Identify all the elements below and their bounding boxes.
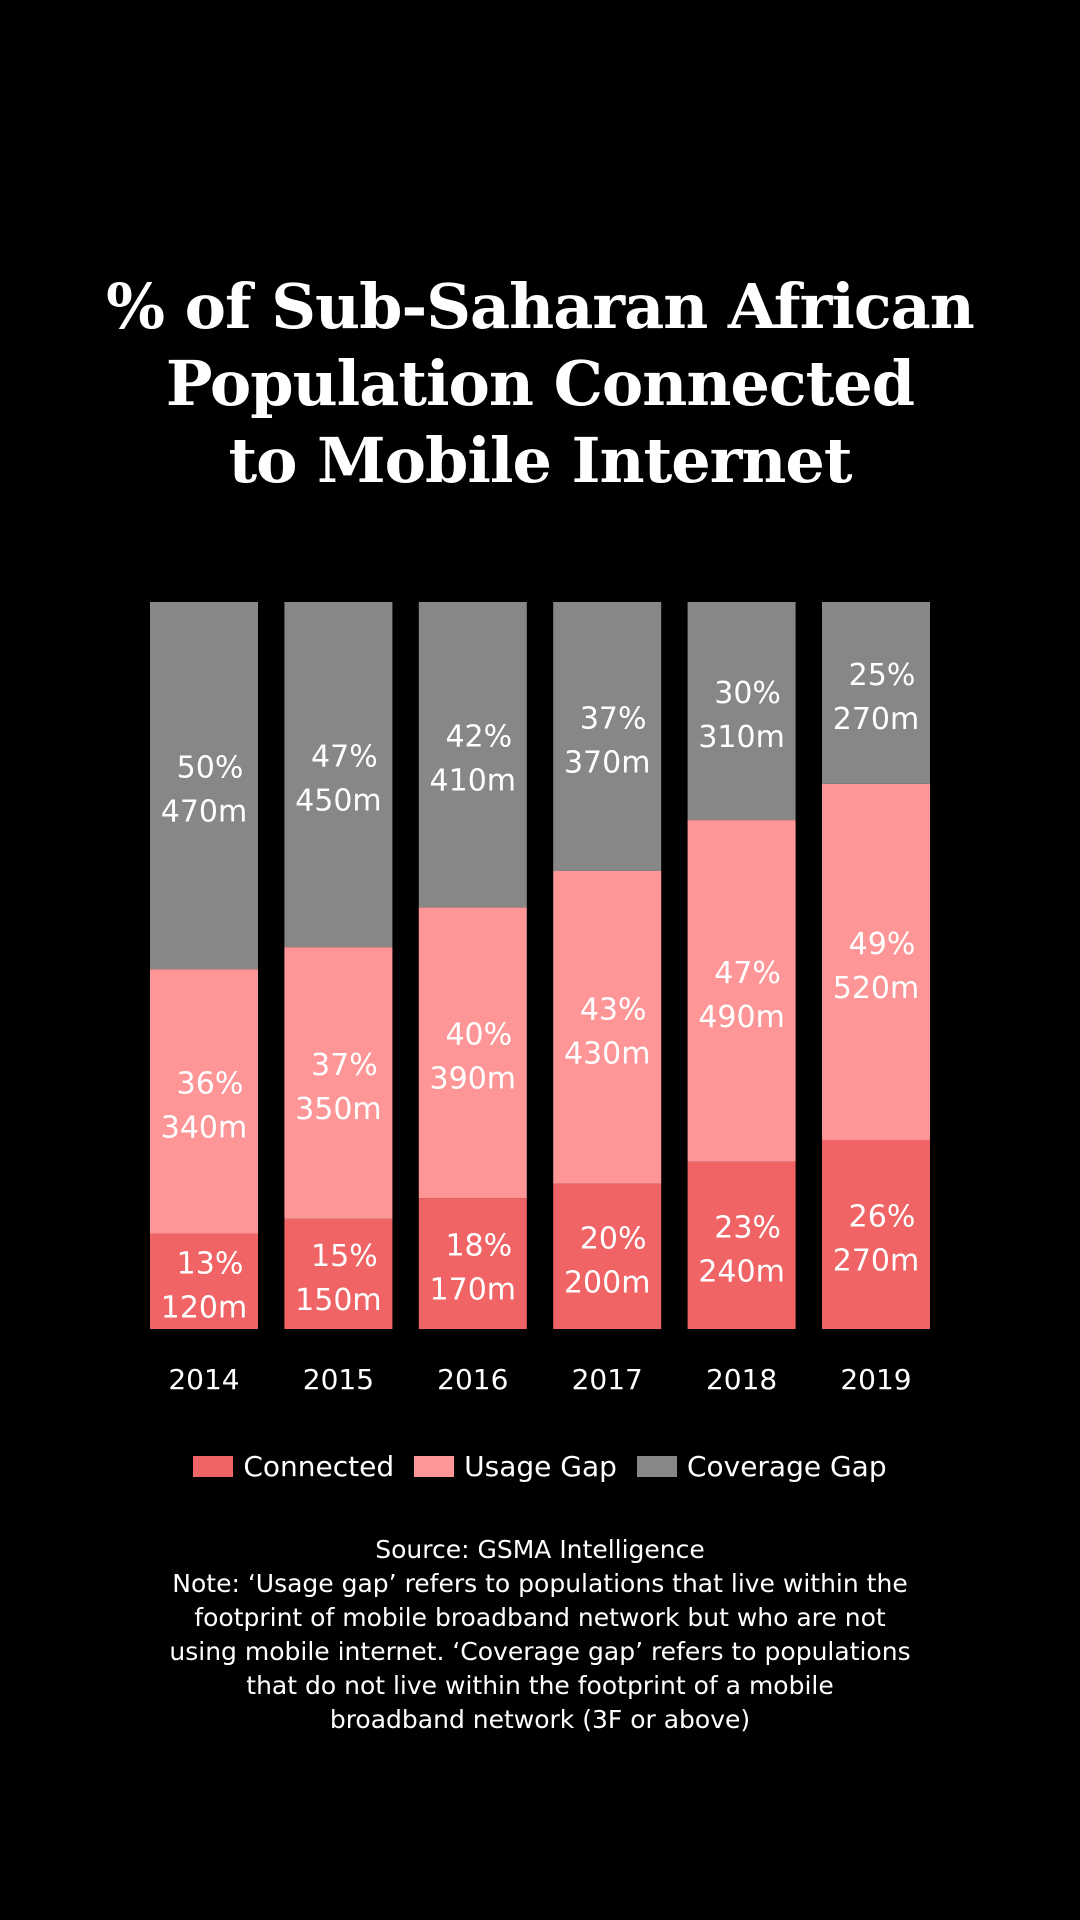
bar-segment-connected-2016 — [418, 1198, 527, 1329]
x-tick-label-2014: 2014 — [168, 1363, 239, 1396]
data-label-percent-usage-gap-2016: 40% — [445, 1018, 512, 1053]
x-tick-label-2019: 2019 — [840, 1363, 911, 1396]
data-label-count-connected-2018: 240m — [698, 1254, 784, 1289]
data-label-percent-connected-2019: 26% — [849, 1199, 916, 1234]
bar-segment-connected-2017 — [553, 1183, 662, 1329]
bar-segment-connected-2019 — [822, 1139, 930, 1329]
data-label-percent-coverage-gap-2018: 30% — [714, 676, 781, 711]
data-label-count-usage-gap-2016: 390m — [430, 1062, 516, 1097]
data-label-percent-connected-2017: 20% — [580, 1221, 647, 1256]
bar-segment-usage-gap-2017 — [553, 870, 662, 1184]
x-tick-label-2018: 2018 — [706, 1363, 777, 1396]
data-label-count-coverage-gap-2019: 270m — [833, 702, 919, 737]
bar-segment-coverage-gap-2018 — [687, 602, 796, 821]
legend: Connected Usage Gap Coverage Gap — [0, 1450, 1080, 1483]
data-label-percent-coverage-gap-2016: 42% — [445, 720, 512, 755]
data-label-percent-connected-2016: 18% — [445, 1229, 512, 1264]
title-line-1: % of Sub-Saharan African — [106, 270, 975, 343]
data-label-count-connected-2014: 120m — [161, 1290, 247, 1325]
source-text: Source: GSMA Intelligence — [375, 1535, 705, 1564]
data-label-count-coverage-gap-2015: 450m — [295, 784, 381, 819]
legend-label-connected: Connected — [243, 1450, 395, 1483]
data-label-count-usage-gap-2014: 340m — [161, 1110, 247, 1145]
data-label-count-usage-gap-2017: 430m — [564, 1036, 650, 1071]
data-label-count-usage-gap-2019: 520m — [833, 971, 919, 1006]
bar-segment-usage-gap-2015 — [284, 947, 393, 1219]
bar-segment-coverage-gap-2017 — [553, 602, 662, 871]
data-label-percent-usage-gap-2015: 37% — [311, 1048, 378, 1083]
data-label-count-coverage-gap-2016: 410m — [430, 764, 516, 799]
title-line-2: Population Connected — [165, 347, 915, 420]
legend-swatch-usage-gap — [414, 1456, 455, 1477]
bar-segment-connected-2014 — [150, 1233, 258, 1329]
legend-item-coverage-gap: Coverage Gap — [636, 1450, 887, 1483]
bar-segment-connected-2018 — [687, 1161, 796, 1329]
data-label-percent-connected-2015: 15% — [311, 1239, 378, 1274]
bar-segment-coverage-gap-2019 — [822, 602, 930, 784]
legend-label-usage-gap: Usage Gap — [464, 1450, 617, 1483]
note-line-1: Note: ‘Usage gap’ refers to populations … — [172, 1569, 908, 1598]
note-line-4: that do not live within the footprint of… — [246, 1671, 834, 1700]
note-line-2: footprint of mobile broadband network bu… — [194, 1603, 886, 1632]
data-label-count-coverage-gap-2014: 470m — [161, 795, 247, 830]
data-label-percent-coverage-gap-2015: 47% — [311, 740, 378, 775]
legend-label-coverage-gap: Coverage Gap — [686, 1450, 887, 1483]
bar-segment-coverage-gap-2015 — [284, 602, 393, 948]
legend-item-connected: Connected — [193, 1450, 394, 1483]
data-label-count-connected-2019: 270m — [833, 1243, 919, 1278]
data-label-percent-usage-gap-2017: 43% — [580, 992, 647, 1027]
data-label-count-connected-2017: 200m — [564, 1265, 650, 1300]
data-label-percent-coverage-gap-2019: 25% — [849, 658, 916, 693]
data-label-count-coverage-gap-2018: 310m — [698, 720, 784, 755]
title-line-3: to Mobile Internet — [228, 424, 852, 497]
data-label-percent-connected-2014: 13% — [177, 1246, 244, 1281]
bar-segment-coverage-gap-2016 — [418, 602, 527, 908]
x-tick-label-2015: 2015 — [303, 1363, 374, 1396]
data-label-count-connected-2015: 150m — [295, 1283, 381, 1318]
data-label-count-usage-gap-2018: 490m — [698, 1000, 784, 1035]
data-label-percent-usage-gap-2014: 36% — [177, 1066, 244, 1101]
bar-segment-usage-gap-2016 — [418, 907, 527, 1199]
x-tick-label-2016: 2016 — [437, 1363, 508, 1396]
data-label-percent-usage-gap-2018: 47% — [714, 956, 781, 991]
legend-swatch-connected — [193, 1456, 234, 1477]
data-label-percent-coverage-gap-2014: 50% — [177, 751, 244, 786]
data-label-count-usage-gap-2015: 350m — [295, 1092, 381, 1127]
chart-title: % of Sub-Saharan African Population Conn… — [0, 268, 1080, 499]
data-label-count-connected-2016: 170m — [430, 1273, 516, 1308]
data-label-percent-usage-gap-2019: 49% — [849, 927, 916, 962]
bar-segment-coverage-gap-2014 — [150, 602, 258, 970]
bar-segment-usage-gap-2014 — [150, 969, 258, 1234]
data-label-percent-coverage-gap-2017: 37% — [580, 701, 647, 736]
note-line-3: using mobile internet. ‘Coverage gap’ re… — [169, 1637, 911, 1666]
bar-segment-usage-gap-2018 — [687, 820, 796, 1162]
legend-item-usage-gap: Usage Gap — [414, 1450, 617, 1483]
data-label-count-coverage-gap-2017: 370m — [564, 745, 650, 780]
bar-segment-connected-2015 — [284, 1218, 393, 1329]
legend-swatch-coverage-gap — [636, 1456, 677, 1477]
data-label-percent-connected-2018: 23% — [714, 1210, 781, 1245]
source-notes: Source: GSMA Intelligence Note: ‘Usage g… — [0, 1533, 1080, 1737]
x-tick-label-2017: 2017 — [572, 1363, 643, 1396]
note-line-5: broadband network (3F or above) — [329, 1705, 751, 1734]
bar-segment-usage-gap-2019 — [822, 783, 930, 1140]
